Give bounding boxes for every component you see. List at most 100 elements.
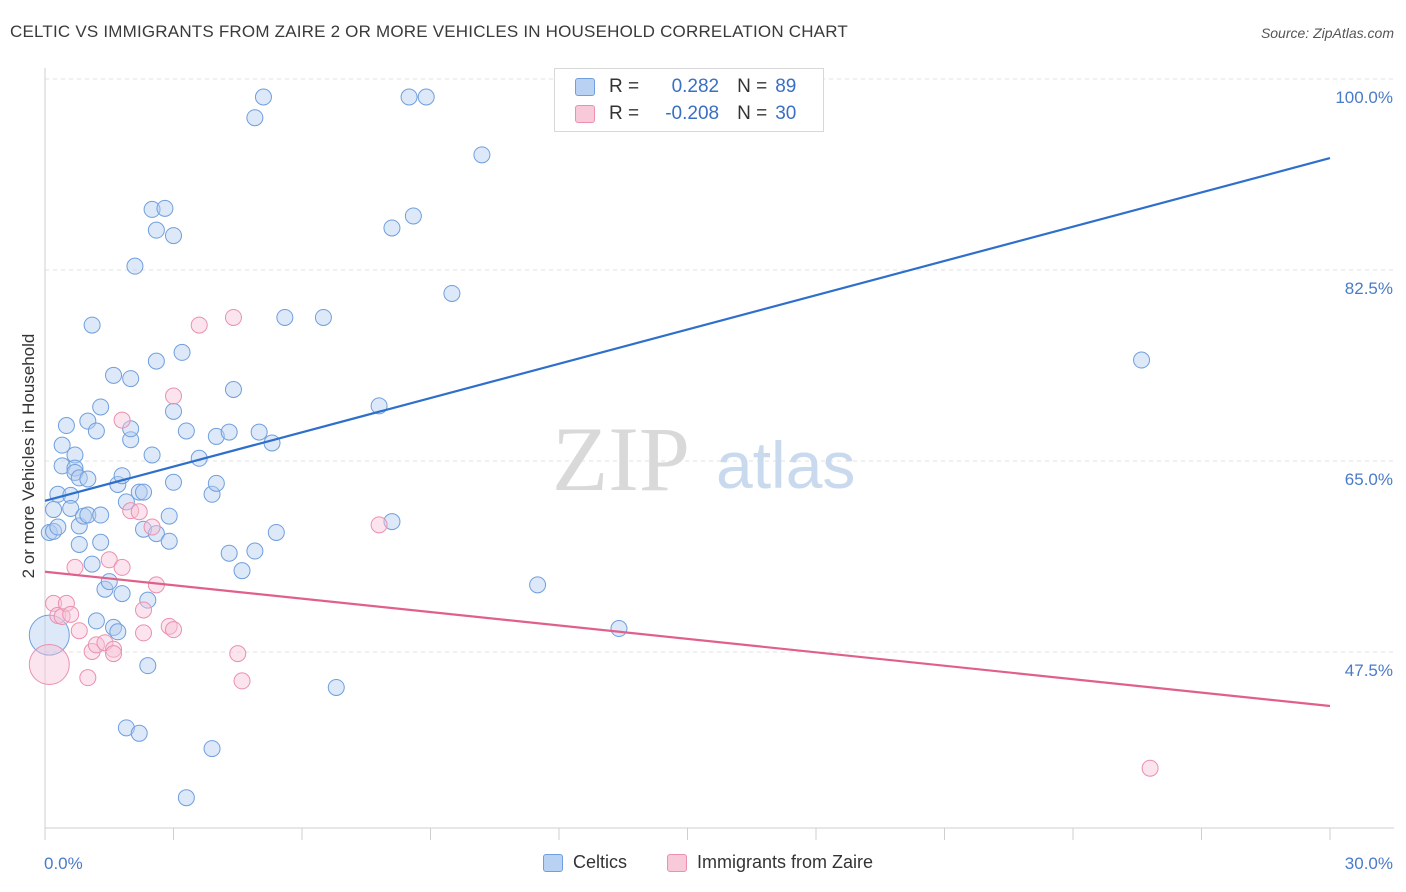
y-axis-label: 2 or more Vehicles in Household: [19, 334, 38, 579]
celtics-point: [224, 381, 242, 399]
legend-row-zaire: R = -0.208 N = 30: [575, 102, 796, 126]
celtics-point: [177, 789, 195, 807]
watermark: ZIP atlas: [552, 408, 855, 510]
zaire-point: [190, 316, 208, 334]
celtics-point: [53, 436, 71, 454]
celtics-point: [117, 493, 135, 511]
zaire-point: [100, 551, 118, 569]
celtics-point: [126, 257, 144, 275]
celtics-point: [139, 591, 157, 609]
celtics-point: [165, 402, 182, 420]
zaire-point: [1141, 759, 1159, 777]
zaire-point: [28, 644, 70, 686]
zaire-point: [105, 640, 123, 658]
zaire-point: [57, 594, 75, 612]
celtics-points: [28, 88, 1151, 807]
celtics-point: [109, 623, 127, 641]
zaire-point: [113, 558, 131, 576]
celtics-point: [246, 109, 264, 127]
y-tick-labels: 100.0% 82.5% 65.0% 47.5%: [1335, 88, 1393, 680]
celtics-point: [79, 470, 97, 488]
celtics-point: [66, 446, 84, 464]
zaire-point: [79, 669, 97, 687]
legend-item-celtics[interactable]: Celtics: [543, 852, 627, 873]
celtics-point: [254, 88, 272, 106]
celtics-point: [177, 422, 195, 440]
source-label: Source: ZipAtlas.com: [1260, 25, 1394, 41]
celtics-point: [66, 459, 84, 477]
zaire-point: [165, 387, 182, 405]
y-tick-label: 65.0%: [1345, 470, 1393, 489]
celtics-point: [165, 227, 182, 245]
zaire-point: [122, 502, 140, 520]
celtics-point: [207, 427, 225, 445]
celtics-n-value: 89: [775, 76, 797, 97]
n-label: N =: [737, 103, 768, 124]
celtics-point: [220, 423, 238, 441]
zaire-point: [229, 645, 247, 663]
celtics-point: [57, 417, 75, 435]
celtics-point: [122, 420, 140, 438]
celtics-point: [49, 518, 67, 536]
celtics-trend-line: [44, 157, 1331, 502]
y-tick-label: 100.0%: [1335, 88, 1393, 107]
celtics-legend-swatch: [543, 853, 563, 872]
celtics-point: [404, 207, 422, 225]
celtics-point: [45, 501, 63, 519]
celtics-point: [246, 542, 264, 560]
zaire-point: [66, 558, 84, 576]
celtics-point: [267, 523, 285, 541]
zaire-legend-swatch: [667, 853, 687, 872]
celtics-point: [87, 422, 105, 440]
celtics-point: [220, 544, 238, 562]
celtics-point: [473, 146, 491, 164]
celtics-point: [263, 434, 281, 452]
celtics-point: [250, 423, 268, 441]
celtics-point: [610, 620, 628, 638]
r-label: R =: [609, 103, 640, 124]
legend-row-celtics: R = 0.282 N = 89: [575, 75, 796, 99]
y-tick-label: 47.5%: [1345, 661, 1393, 680]
zaire-swatch: [575, 105, 595, 123]
celtics-point: [122, 370, 140, 388]
celtics-point: [105, 366, 123, 384]
celtics-point: [1133, 351, 1151, 369]
celtics-point: [79, 506, 97, 524]
celtics-point: [143, 200, 161, 218]
zaire-n-value: 30: [775, 103, 797, 124]
series-legend: Celtics Immigrants from Zaire: [0, 852, 1406, 878]
celtics-point: [147, 221, 165, 239]
watermark-atlas: atlas: [716, 428, 855, 502]
zaire-point: [113, 411, 131, 429]
celtics-point: [173, 343, 191, 361]
celtics-point: [314, 308, 332, 326]
celtics-point: [83, 316, 101, 334]
celtics-point: [165, 473, 182, 491]
axes: [44, 68, 1394, 840]
celtics-point: [203, 485, 221, 503]
celtics-legend-label: Celtics: [573, 852, 628, 872]
celtics-point: [100, 573, 118, 591]
zaire-point: [233, 672, 251, 690]
celtics-point: [92, 398, 110, 416]
celtics-point: [130, 483, 148, 501]
zaire-point: [370, 516, 388, 534]
watermark-zip: ZIP: [552, 408, 690, 510]
celtics-point: [113, 585, 131, 603]
zaire-r-value: -0.208: [665, 103, 720, 124]
celtics-point: [160, 507, 178, 525]
x-tick-label-end: 30.0%: [1345, 854, 1393, 873]
celtics-point: [117, 719, 135, 737]
celtics-point: [233, 562, 251, 580]
zaire-point: [135, 601, 153, 619]
celtics-point: [92, 506, 110, 524]
stats-legend: R = 0.282 N = 89 R = -0.208 N = 30: [554, 68, 824, 132]
celtics-point: [156, 199, 174, 217]
celtics-point: [276, 308, 294, 326]
zaire-point: [135, 624, 153, 642]
zaire-points: [28, 308, 1159, 777]
zaire-point: [130, 503, 148, 521]
legend-item-zaire[interactable]: Immigrants from Zaire: [667, 852, 873, 873]
celtics-point: [79, 412, 97, 430]
